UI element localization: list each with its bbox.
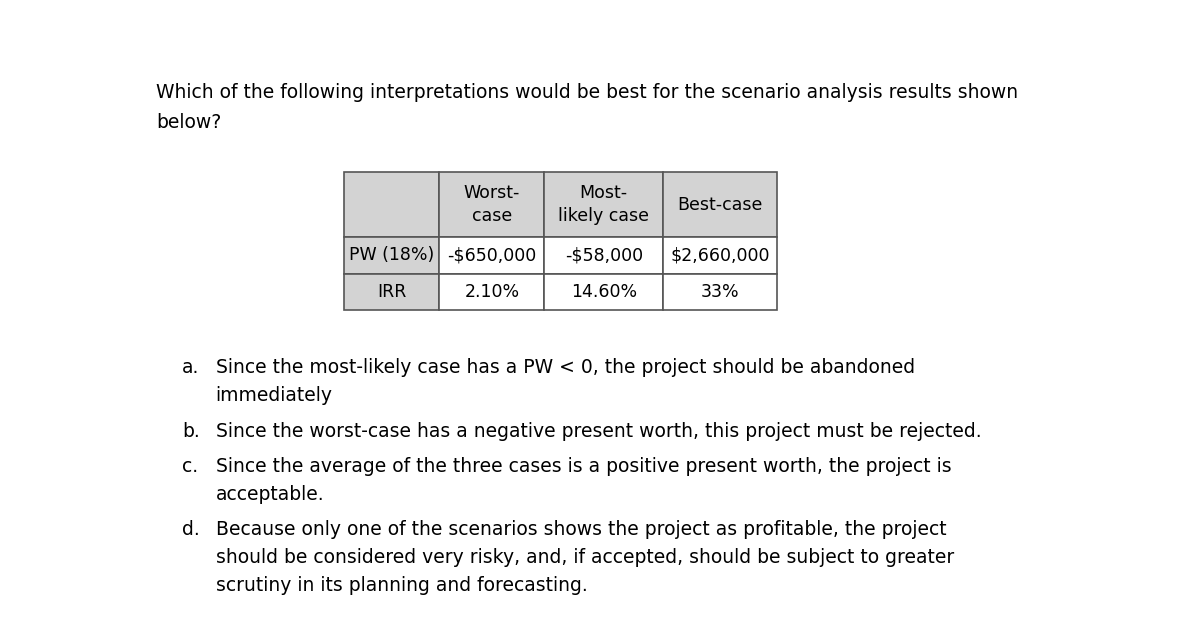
Bar <box>663 237 777 274</box>
Bar <box>439 172 544 237</box>
Bar <box>344 237 439 274</box>
Text: should be considered very risky, and, if accepted, should be subject to greater: should be considered very risky, and, if… <box>216 548 954 567</box>
Bar <box>344 274 439 310</box>
Text: immediately: immediately <box>216 386 332 405</box>
Text: Which of the following interpretations would be best for the scenario analysis r: Which of the following interpretations w… <box>157 83 1019 102</box>
Bar <box>663 172 777 237</box>
Text: Since the average of the three cases is a positive present worth, the project is: Since the average of the three cases is … <box>216 457 952 476</box>
Text: -$650,000: -$650,000 <box>448 246 536 264</box>
Text: acceptable.: acceptable. <box>216 485 324 504</box>
Text: b.: b. <box>181 421 200 441</box>
Bar <box>344 172 439 237</box>
Bar <box>439 274 544 310</box>
Text: Because only one of the scenarios shows the project as profitable, the project: Because only one of the scenarios shows … <box>216 520 946 539</box>
Text: a.: a. <box>181 358 199 377</box>
Text: Best-case: Best-case <box>677 196 763 214</box>
Text: 33%: 33% <box>701 283 740 301</box>
Text: scrutiny in its planning and forecasting.: scrutiny in its planning and forecasting… <box>216 577 588 595</box>
Bar <box>663 274 777 310</box>
Bar <box>544 172 663 237</box>
Bar <box>439 237 544 274</box>
Text: Most-
likely case: Most- likely case <box>558 184 649 225</box>
Bar <box>544 237 663 274</box>
Text: 14.60%: 14.60% <box>570 283 637 301</box>
Text: Since the most-likely case has a PW < 0, the project should be abandoned: Since the most-likely case has a PW < 0,… <box>216 358 915 377</box>
Text: Worst-
case: Worst- case <box>464 184 519 225</box>
Text: PW (18%): PW (18%) <box>349 246 434 264</box>
Text: 2.10%: 2.10% <box>464 283 519 301</box>
Text: d.: d. <box>181 520 200 539</box>
Bar <box>544 274 663 310</box>
Text: $2,660,000: $2,660,000 <box>670 246 770 264</box>
Text: Since the worst-case has a negative present worth, this project must be rejected: Since the worst-case has a negative pres… <box>216 421 981 441</box>
Text: IRR: IRR <box>377 283 406 301</box>
Text: below?: below? <box>157 112 221 132</box>
Text: c.: c. <box>181 457 198 476</box>
Text: -$58,000: -$58,000 <box>564 246 643 264</box>
